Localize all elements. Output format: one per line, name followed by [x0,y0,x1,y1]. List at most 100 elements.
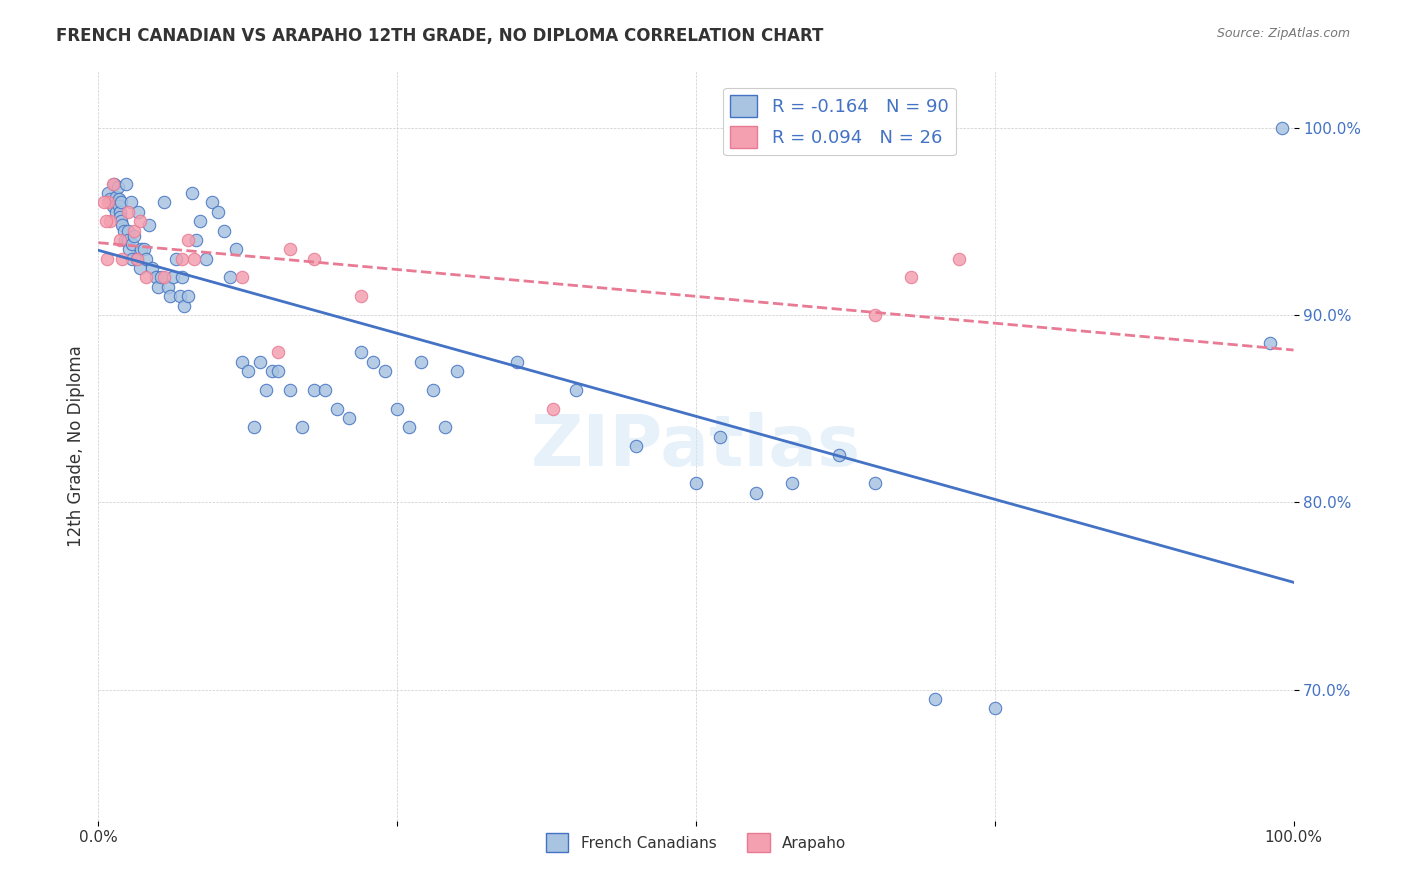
Point [129,214,152,228]
Point [780,476,803,491]
Point [1271,120,1294,135]
Point [350,345,373,359]
Point [124,229,146,244]
Point [165,252,187,266]
Point [984,701,1007,715]
Point [172,252,194,266]
Point [101,177,124,191]
Point [145,270,167,285]
Point [138,218,160,232]
Point [212,224,235,238]
Point [243,420,266,434]
Point [107,199,129,213]
Point [900,270,922,285]
Point [411,355,433,369]
Point [828,449,851,463]
Point [709,430,731,444]
Point [93,195,115,210]
Point [98,214,122,228]
Point [124,224,146,238]
Point [434,420,457,434]
Point [278,383,301,397]
Point [225,243,247,257]
Point [398,420,420,434]
Point [169,289,191,303]
Point [506,355,529,369]
Point [156,280,179,294]
Point [114,233,136,247]
Point [422,383,444,397]
Point [148,280,170,294]
Point [267,364,290,378]
Point [183,252,205,266]
Point [267,345,290,359]
Text: Source: ZipAtlas.com: Source: ZipAtlas.com [1216,27,1350,40]
Point [231,355,253,369]
Point [135,270,157,285]
Point [541,401,564,416]
Point [98,192,122,206]
Point [207,205,229,219]
Point [125,252,148,266]
Point [278,243,301,257]
Point [96,252,118,266]
Point [153,270,176,285]
Point [127,205,149,219]
Point [291,420,314,434]
Point [626,439,648,453]
Point [110,195,132,210]
Point [104,195,127,210]
Point [111,218,134,232]
Point [188,214,211,228]
Point [120,195,142,210]
Point [195,252,218,266]
Point [219,270,242,285]
Point [350,289,373,303]
Point [363,355,385,369]
Point [865,308,887,322]
Point [105,205,128,219]
Point [110,214,132,228]
Point [107,180,129,194]
Point [141,261,163,276]
Point [118,243,141,257]
Point [685,476,707,491]
Point [103,177,125,191]
Point [121,236,143,251]
Point [108,205,131,219]
Point [177,289,200,303]
Point [101,199,124,213]
Point [180,186,202,201]
Point [97,186,120,201]
Point [302,252,325,266]
Point [260,364,283,378]
Point [149,270,172,285]
Point [97,195,120,210]
Point [326,401,349,416]
Point [249,355,271,369]
Text: FRENCH CANADIAN VS ARAPAHO 12TH GRADE, NO DIPLOMA CORRELATION CHART: FRENCH CANADIAN VS ARAPAHO 12TH GRADE, N… [56,27,824,45]
Point [231,270,253,285]
Point [201,195,224,210]
Point [446,364,468,378]
Point [177,233,200,247]
Y-axis label: 12th Grade, No Diploma: 12th Grade, No Diploma [66,345,84,547]
Point [186,233,208,247]
Point [117,224,139,238]
Point [339,411,361,425]
Point [385,401,409,416]
Point [107,195,129,210]
Point [924,692,946,706]
Point [108,233,131,247]
Text: ZIPatlas: ZIPatlas [531,411,860,481]
Point [1258,336,1281,351]
Point [159,289,181,303]
Point [172,270,194,285]
Point [107,192,129,206]
Point [315,383,337,397]
Point [135,252,157,266]
Point [94,214,117,228]
Point [236,364,259,378]
Point [117,205,139,219]
Point [121,252,143,266]
